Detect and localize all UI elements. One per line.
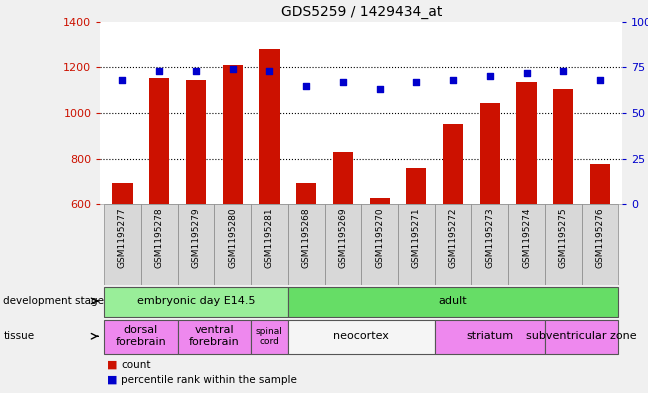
- Bar: [516, 82, 537, 204]
- Text: GSM1195268: GSM1195268: [302, 208, 310, 268]
- Text: GSM1195280: GSM1195280: [228, 208, 237, 268]
- Bar: [259, 49, 279, 204]
- Text: GSM1195276: GSM1195276: [596, 208, 605, 268]
- Point: [595, 77, 605, 83]
- Bar: [362, 204, 398, 285]
- Point: [154, 68, 165, 74]
- Point: [485, 73, 495, 79]
- Point: [227, 66, 238, 72]
- Bar: [222, 65, 243, 204]
- Point: [338, 79, 348, 85]
- Bar: [149, 77, 169, 204]
- Bar: [112, 183, 133, 204]
- Text: tissue: tissue: [3, 331, 34, 341]
- Point: [411, 79, 422, 85]
- Bar: [141, 204, 178, 285]
- Bar: [333, 152, 353, 204]
- Bar: [553, 89, 573, 204]
- Text: GSM1195275: GSM1195275: [559, 208, 568, 268]
- Bar: [435, 320, 545, 354]
- Text: striatum: striatum: [467, 331, 513, 341]
- Bar: [288, 320, 435, 354]
- Point: [301, 83, 311, 89]
- Bar: [443, 125, 463, 204]
- Point: [375, 86, 385, 92]
- Text: GSM1195277: GSM1195277: [118, 208, 127, 268]
- Point: [448, 77, 458, 83]
- Bar: [178, 204, 214, 285]
- Text: ■: ■: [107, 360, 121, 370]
- Bar: [104, 286, 288, 317]
- Bar: [590, 164, 610, 204]
- Bar: [325, 204, 361, 285]
- Point: [117, 77, 128, 83]
- Text: GSM1195269: GSM1195269: [338, 208, 347, 268]
- Bar: [104, 320, 178, 354]
- Text: GSM1195281: GSM1195281: [265, 208, 274, 268]
- Text: adult: adult: [439, 296, 467, 306]
- Point: [522, 70, 532, 76]
- Bar: [251, 320, 288, 354]
- Bar: [296, 183, 316, 204]
- Bar: [178, 320, 251, 354]
- Bar: [214, 204, 251, 285]
- Text: subventricular zone: subventricular zone: [526, 331, 637, 341]
- Bar: [369, 198, 389, 204]
- Text: GSM1195272: GSM1195272: [448, 208, 457, 268]
- Text: neocortex: neocortex: [333, 331, 389, 341]
- Text: GSM1195274: GSM1195274: [522, 208, 531, 268]
- Bar: [186, 80, 206, 204]
- Bar: [582, 204, 618, 285]
- Bar: [288, 204, 325, 285]
- Bar: [406, 168, 426, 204]
- Bar: [398, 204, 435, 285]
- Text: GSM1195278: GSM1195278: [155, 208, 164, 268]
- Bar: [508, 204, 545, 285]
- Text: development stage: development stage: [3, 296, 104, 306]
- Text: count: count: [121, 360, 151, 370]
- Bar: [545, 320, 618, 354]
- Bar: [288, 286, 618, 317]
- Point: [558, 68, 568, 74]
- Text: GSM1195271: GSM1195271: [412, 208, 421, 268]
- Text: ■: ■: [107, 375, 121, 385]
- Text: ventral
forebrain: ventral forebrain: [189, 325, 240, 347]
- Text: dorsal
forebrain: dorsal forebrain: [115, 325, 167, 347]
- Text: GSM1195279: GSM1195279: [191, 208, 200, 268]
- Bar: [480, 103, 500, 204]
- Bar: [251, 204, 288, 285]
- Point: [264, 68, 275, 74]
- Text: GSM1195270: GSM1195270: [375, 208, 384, 268]
- Title: GDS5259 / 1429434_at: GDS5259 / 1429434_at: [281, 5, 442, 19]
- Point: [191, 68, 201, 74]
- Bar: [472, 204, 508, 285]
- Text: percentile rank within the sample: percentile rank within the sample: [121, 375, 297, 385]
- Text: GSM1195273: GSM1195273: [485, 208, 494, 268]
- Text: embryonic day E14.5: embryonic day E14.5: [137, 296, 255, 306]
- Bar: [104, 204, 141, 285]
- Text: spinal
cord: spinal cord: [256, 327, 283, 346]
- Bar: [545, 204, 582, 285]
- Bar: [435, 204, 472, 285]
